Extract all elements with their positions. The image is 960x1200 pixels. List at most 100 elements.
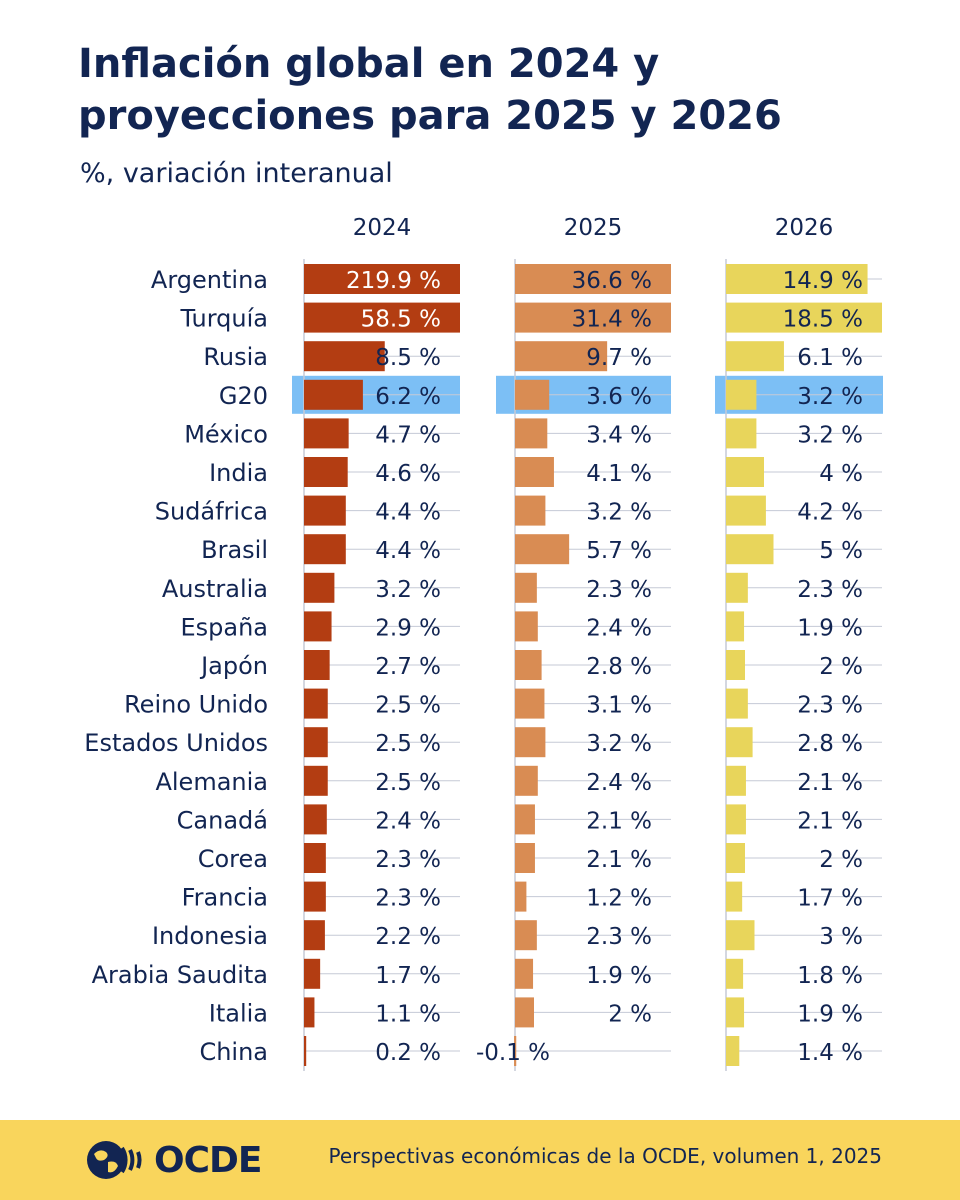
bar-2026: [726, 920, 755, 951]
bar-2025: [515, 997, 534, 1028]
year-header-2025: 2025: [564, 215, 623, 241]
country-label: Francia: [182, 884, 268, 912]
value-label-2025: 2.3 %: [586, 924, 652, 950]
bar-2026: [726, 843, 745, 873]
bar-2026: [726, 881, 743, 912]
country-label: Rusia: [203, 343, 268, 371]
bar-2024: [304, 997, 315, 1028]
value-label-2025: 2.3 %: [586, 577, 652, 603]
value-label-2024: 4.4 %: [375, 500, 441, 526]
bar-2025: [515, 379, 550, 410]
bar-2026: [726, 688, 748, 719]
country-label: Arabia Saudita: [92, 961, 268, 989]
value-label-2026: 1.7 %: [797, 886, 863, 912]
bar-2026: [726, 1036, 740, 1066]
value-label-2024: 3.2 %: [375, 577, 441, 603]
bar-2024: [304, 650, 330, 680]
bar-2025: [515, 688, 545, 719]
value-label-2024: 4.4 %: [375, 538, 441, 564]
chart-subtitle: %, variación interanual: [80, 158, 393, 189]
bar-2024: [304, 572, 335, 603]
value-label-2026: 4 %: [819, 461, 863, 487]
value-label-2026: 1.9 %: [797, 1001, 863, 1027]
bar-2024: [304, 341, 385, 372]
country-label: Australia: [162, 575, 268, 603]
value-label-2024: 58.5 %: [361, 307, 441, 333]
bar-2024: [304, 727, 328, 758]
value-label-2026: 3 %: [819, 924, 863, 950]
value-label-2025: 1.9 %: [586, 963, 652, 989]
bar-2025: [515, 341, 608, 372]
value-label-2025: 3.4 %: [586, 422, 652, 448]
value-label-2024: 2.7 %: [375, 654, 441, 680]
value-label-2025: 36.6 %: [572, 268, 652, 294]
bar-2024: [304, 534, 346, 565]
bar-2026: [726, 457, 764, 487]
value-label-2025: 2.1 %: [586, 847, 652, 873]
oecd-logo: OCDE: [84, 1138, 262, 1182]
bar-2026: [726, 302, 882, 333]
bar-2024: [304, 958, 321, 989]
country-label: Reino Unido: [124, 691, 268, 719]
bar-2026: [726, 804, 746, 835]
value-label-2024: 2.5 %: [375, 770, 441, 796]
value-label-2026: 2.1 %: [797, 770, 863, 796]
bar-2025: [515, 650, 542, 680]
bar-2024: [304, 611, 332, 642]
bar-2024: [304, 418, 349, 449]
value-label-2025: 3.6 %: [586, 384, 652, 410]
bar-2026: [726, 958, 744, 989]
bar-2024: [304, 920, 325, 951]
value-label-2024: 1.7 %: [375, 963, 441, 989]
bar-2024: [304, 495, 346, 526]
bar-2026: [726, 534, 774, 565]
inflation-bar-chart: 2024 2025 2026 Argentina Turquía Rusia G20 Méxi…: [84, 215, 883, 1071]
bar-2026: [726, 611, 745, 642]
value-label-2026: 1.4 %: [797, 1040, 863, 1066]
year-header-2024: 2024: [353, 215, 412, 241]
bar-2025: [515, 920, 537, 951]
value-label-2025: 2.4 %: [586, 615, 652, 641]
value-label-2026: 2.3 %: [797, 577, 863, 603]
bar-2025: [515, 958, 534, 989]
bar-2025: [515, 457, 554, 487]
bar-2025: [515, 843, 535, 873]
bar-2026: [726, 650, 745, 680]
value-label-2024: 2.9 %: [375, 615, 441, 641]
value-label-2025: 3.2 %: [586, 500, 652, 526]
bar-2026: [726, 418, 757, 449]
globe-logo-icon: [87, 1141, 142, 1179]
country-label: Corea: [198, 845, 268, 873]
value-label-2024: 6.2 %: [375, 384, 441, 410]
country-label: Estados Unidos: [84, 729, 268, 757]
value-label-2025: 3.1 %: [586, 693, 652, 719]
value-label-2024: 2.2 %: [375, 924, 441, 950]
value-label-2025: 2.8 %: [586, 654, 652, 680]
year-header-2026: 2026: [775, 215, 834, 241]
bar-2025: [515, 765, 538, 796]
value-label-2025: 3.2 %: [586, 731, 652, 757]
country-label: Alemania: [155, 768, 268, 796]
value-label-2024: 1.1 %: [375, 1001, 441, 1027]
value-label-2026: 5 %: [819, 538, 863, 564]
bar-2024: [304, 302, 460, 333]
value-label-2024: 219.9 %: [346, 268, 441, 294]
bar-2025: [515, 495, 546, 526]
value-label-2025: -0.1 %: [476, 1040, 550, 1066]
chart-title: Inflación global en 2024 y proyecciones …: [78, 41, 782, 139]
bar-2024: [304, 457, 348, 487]
bar-2026: [726, 495, 766, 526]
country-label: China: [199, 1038, 268, 1066]
country-label: Turquía: [180, 305, 269, 333]
bar-2026: [726, 997, 745, 1028]
country-label: Indonesia: [152, 922, 268, 950]
bar-2025: [515, 534, 570, 565]
value-label-2026: 6.1 %: [797, 345, 863, 371]
bar-2025: [515, 611, 538, 642]
value-label-2024: 8.5 %: [375, 345, 441, 371]
country-label: México: [184, 420, 268, 448]
value-label-2024: 2.3 %: [375, 847, 441, 873]
value-label-2026: 14.9 %: [783, 268, 863, 294]
value-label-2026: 18.5 %: [783, 307, 863, 333]
value-label-2026: 1.8 %: [797, 963, 863, 989]
